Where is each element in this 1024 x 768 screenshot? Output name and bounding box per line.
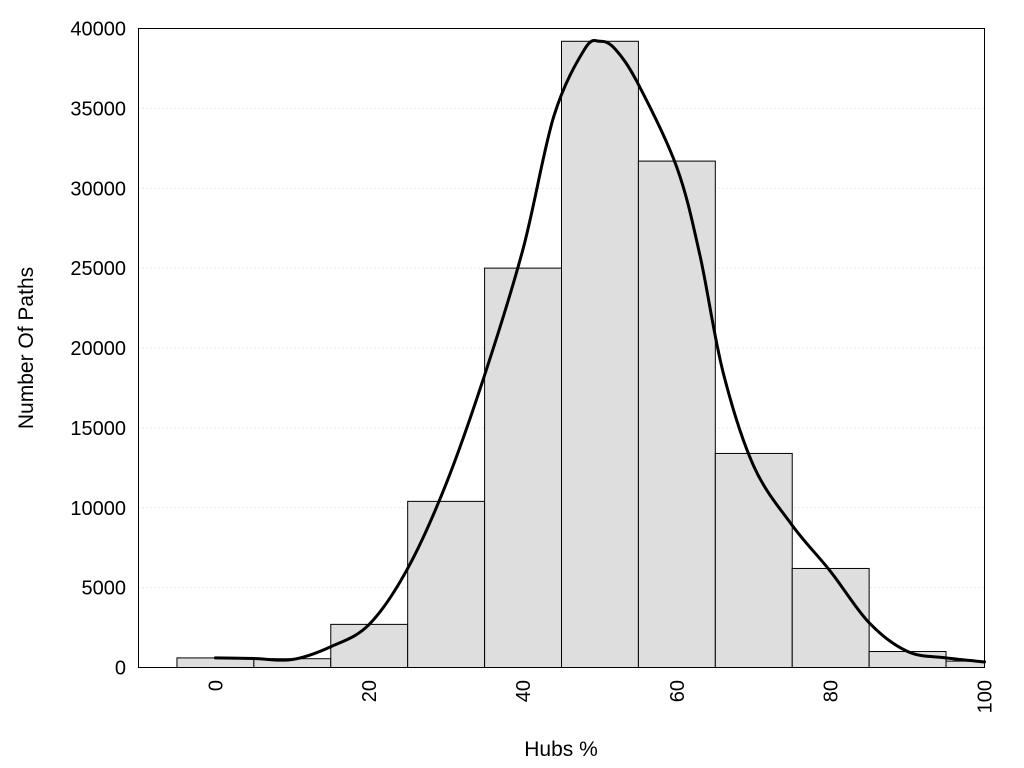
histogram-bar xyxy=(714,452,793,668)
x-tick-label: 20 xyxy=(359,680,381,702)
y-tick-label: 0 xyxy=(115,658,126,680)
histogram-bar xyxy=(868,651,947,669)
x-tick-label: 100 xyxy=(975,680,997,713)
plot-frame xyxy=(138,28,985,668)
y-tick-label: 10000 xyxy=(70,498,126,520)
x-tick-label: 60 xyxy=(667,680,689,702)
y-tick-label: 25000 xyxy=(70,258,126,280)
y-axis-title: Number Of Paths xyxy=(15,267,38,429)
grid-lines xyxy=(138,107,985,589)
histogram-bar xyxy=(637,160,716,668)
y-tick-labels: 0 5000 10000 15000 20000 25000 30000 35000 40000 xyxy=(70,19,126,680)
x-axis-title: Hubs % xyxy=(524,738,598,761)
x-tick-label: 40 xyxy=(513,680,535,702)
x-tick-label: 0 xyxy=(205,680,227,691)
x-tick-label: 80 xyxy=(821,680,843,702)
x-tick-labels: 0 20 40 60 80 100 xyxy=(205,680,996,713)
histogram-bar xyxy=(330,623,409,668)
y-tick-label: 5000 xyxy=(82,578,127,600)
y-tick-label: 40000 xyxy=(70,19,126,41)
y-tick-label: 30000 xyxy=(70,178,126,200)
histogram-bar xyxy=(407,500,486,668)
histogram-bar xyxy=(791,567,870,669)
histogram-bar xyxy=(561,40,639,668)
histogram-bars xyxy=(176,40,986,669)
y-tick-label: 15000 xyxy=(70,418,126,440)
histogram-bar xyxy=(484,267,562,668)
density-curve xyxy=(213,39,986,664)
density-curve-layer xyxy=(213,39,986,664)
y-tick-label: 20000 xyxy=(70,338,126,360)
y-tick-label: 35000 xyxy=(70,98,126,120)
